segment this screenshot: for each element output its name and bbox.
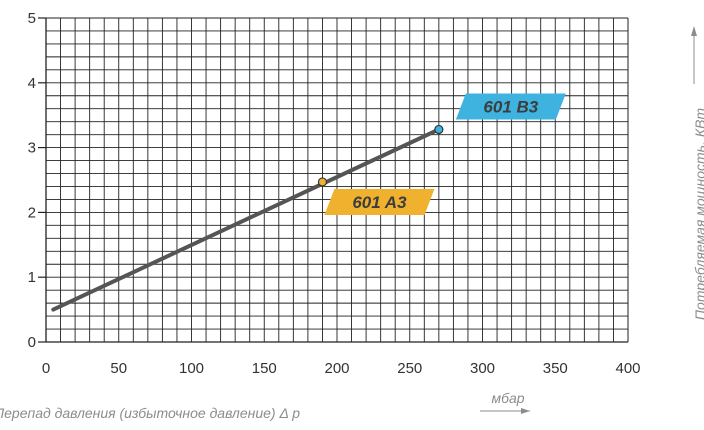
y-axis-label: Потребляемая мощность, КВт xyxy=(692,108,704,321)
x-tick-label: 50 xyxy=(110,360,127,377)
y-tick-label: 4 xyxy=(28,75,36,92)
point-labels: 601 A3 601 B3 xyxy=(317,93,566,215)
x-tick-label: 300 xyxy=(470,360,495,377)
x-tick-label: 400 xyxy=(615,360,640,377)
axes xyxy=(38,17,629,343)
x-tick-label: 0 xyxy=(42,360,50,377)
point-tag-601-b3 xyxy=(455,93,566,120)
point-label-601-b3: 601 B3 xyxy=(483,97,538,116)
x-axis-arrow xyxy=(480,408,530,414)
series-line xyxy=(51,127,441,312)
x-axis-label: Перепад давления (избыточное давление) Δ… xyxy=(0,405,300,421)
x-tick-label: 200 xyxy=(324,360,349,377)
x-axis-unit: мбар xyxy=(491,390,524,406)
point-tag-601-a3 xyxy=(324,188,435,215)
y-tick-label: 5 xyxy=(28,10,36,27)
x-tick-label: 100 xyxy=(179,360,204,377)
x-tick-label: 150 xyxy=(252,360,277,377)
point-label-601-a3: 601 A3 xyxy=(352,193,407,212)
y-tick-label: 1 xyxy=(28,269,36,286)
y-tick-label: 0 xyxy=(28,334,36,351)
series xyxy=(51,127,441,312)
grid xyxy=(46,18,628,342)
point-marker-601-b3 xyxy=(434,124,444,135)
x-tick-label: 250 xyxy=(397,360,422,377)
tick-labels: 0 50 100 150 200 250 300 350 400 0 1 2 3 4 5 xyxy=(28,10,641,377)
y-tick-label: 2 xyxy=(28,204,36,221)
y-axis-arrow xyxy=(691,26,697,84)
point-marker-601-a3 xyxy=(317,177,328,187)
y-tick-label: 3 xyxy=(28,140,36,157)
x-tick-label: 350 xyxy=(543,360,568,377)
